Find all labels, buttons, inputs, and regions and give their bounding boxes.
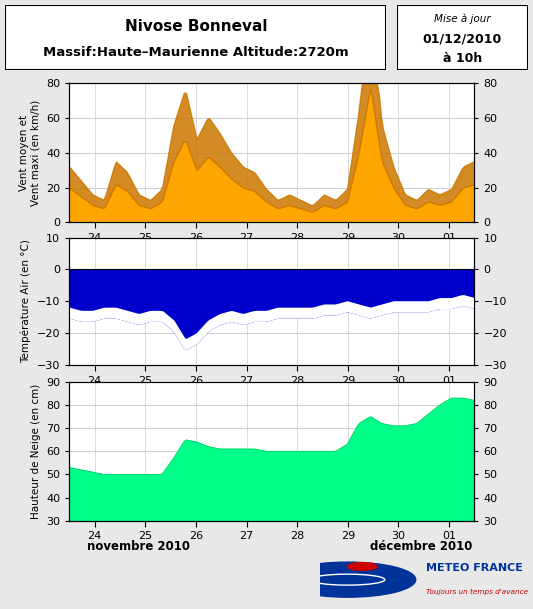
Text: à 10h: à 10h [443,52,482,65]
Circle shape [279,562,416,597]
Text: décembre 2010: décembre 2010 [370,540,472,554]
Text: 01/12/2010: 01/12/2010 [423,32,502,45]
Y-axis label: Hauteur de Neige (en cm): Hauteur de Neige (en cm) [30,384,41,519]
Text: Nivose Bonneval: Nivose Bonneval [125,19,267,34]
Text: novembre 2010: novembre 2010 [87,540,190,554]
Y-axis label: Vent moyen et
Vent maxi (en km/h): Vent moyen et Vent maxi (en km/h) [19,100,41,206]
Text: METEO FRANCE: METEO FRANCE [426,563,523,572]
FancyBboxPatch shape [397,5,528,70]
Y-axis label: Température Air (en °C): Température Air (en °C) [21,239,31,364]
Text: Massif:Haute–Maurienne Altitude:2720m: Massif:Haute–Maurienne Altitude:2720m [43,46,349,59]
Text: Mise à jour: Mise à jour [434,14,491,24]
FancyBboxPatch shape [5,5,386,70]
Text: Toujours un temps d'avance: Toujours un temps d'avance [426,589,529,596]
Circle shape [348,563,377,570]
